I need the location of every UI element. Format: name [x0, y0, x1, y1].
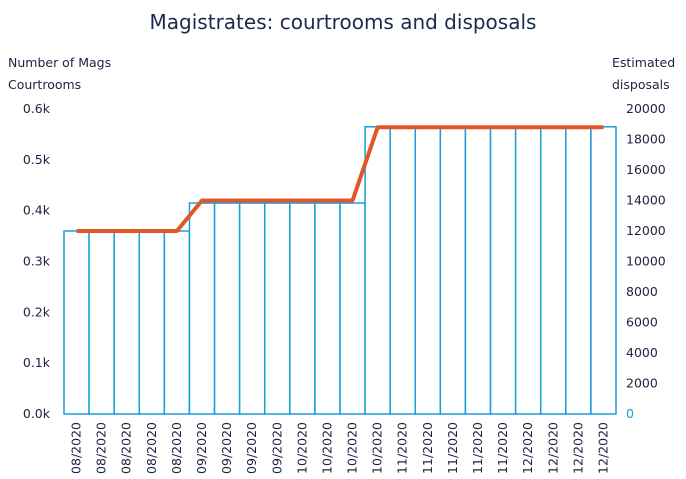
- x-tick-label: 12/2020: [595, 422, 610, 474]
- x-tick-label: 09/2020: [194, 422, 209, 474]
- y2-tick-label: 10000: [626, 254, 666, 269]
- bar: [63, 230, 90, 415]
- bar: [289, 202, 316, 415]
- bar: [113, 230, 141, 415]
- bar: [565, 126, 592, 415]
- bar: [263, 202, 291, 415]
- y2-tick-label: 0: [626, 406, 634, 421]
- bar: [389, 126, 417, 415]
- x-tick-label: 08/2020: [69, 422, 84, 474]
- bar: [489, 126, 517, 415]
- bar: [238, 202, 266, 415]
- x-tick-label: 10/2020: [319, 422, 334, 474]
- x-tick-label: 09/2020: [269, 422, 284, 474]
- x-tick-label: 10/2020: [294, 422, 309, 474]
- x-tick-label: 08/2020: [94, 422, 109, 474]
- x-tick-label: 11/2020: [445, 422, 460, 474]
- y-tick-label: 0.4k: [23, 203, 51, 218]
- y-tick-label: 0.2k: [23, 304, 51, 319]
- bar: [464, 126, 492, 415]
- bar: [138, 230, 166, 415]
- x-tick-label: 11/2020: [420, 422, 435, 474]
- bar: [88, 230, 115, 415]
- bar: [439, 126, 467, 415]
- line: [76, 125, 604, 233]
- y-tick-label: 0.0k: [23, 406, 51, 421]
- y-tick-label: 0.3k: [23, 254, 51, 269]
- y2-tick-label: 2000: [626, 376, 658, 391]
- bar: [539, 126, 567, 415]
- x-tick-label: 10/2020: [345, 422, 360, 474]
- y-axis-title: Number of Mags: [8, 55, 111, 70]
- y-tick-label: 0.1k: [23, 355, 51, 370]
- bar: [590, 126, 617, 415]
- y2-tick-label: 20000: [626, 101, 666, 116]
- x-tick-label: 11/2020: [395, 422, 410, 474]
- x-tick-label: 12/2020: [570, 422, 585, 474]
- y2-axis-title: disposals: [612, 77, 670, 92]
- bar: [339, 202, 366, 415]
- y2-tick-label: 6000: [626, 315, 658, 330]
- x-tick-label: 08/2020: [144, 422, 159, 474]
- y2-tick-label: 18000: [626, 132, 666, 147]
- x-tick-label: 11/2020: [470, 422, 485, 474]
- y-tick-label: 0.5k: [23, 152, 51, 167]
- x-tick-label: 10/2020: [370, 422, 385, 474]
- bar: [414, 126, 442, 415]
- x-tick-label: 08/2020: [119, 422, 134, 474]
- y-tick-label: 0.6k: [23, 101, 51, 116]
- x-tick-label: 11/2020: [495, 422, 510, 474]
- y2-tick-label: 16000: [626, 162, 666, 177]
- y2-tick-label: 14000: [626, 193, 666, 208]
- y-axis-title: Courtrooms: [8, 77, 81, 92]
- x-tick-label: 12/2020: [520, 422, 535, 474]
- y2-axis-title: Estimated: [612, 55, 675, 70]
- x-tick-label: 09/2020: [244, 422, 259, 474]
- bar: [514, 126, 542, 415]
- bar: [213, 202, 241, 415]
- bar: [364, 126, 391, 415]
- bar: [163, 230, 191, 415]
- bar: [188, 202, 216, 415]
- x-tick-label: 09/2020: [219, 422, 234, 474]
- chart-title: Magistrates: courtrooms and disposals: [150, 10, 537, 34]
- x-tick-label: 08/2020: [169, 422, 184, 474]
- x-tick-label: 12/2020: [545, 422, 560, 474]
- y2-tick-label: 12000: [626, 223, 666, 238]
- bar: [314, 202, 341, 415]
- y2-tick-label: 8000: [626, 284, 658, 299]
- y2-tick-label: 4000: [626, 345, 658, 360]
